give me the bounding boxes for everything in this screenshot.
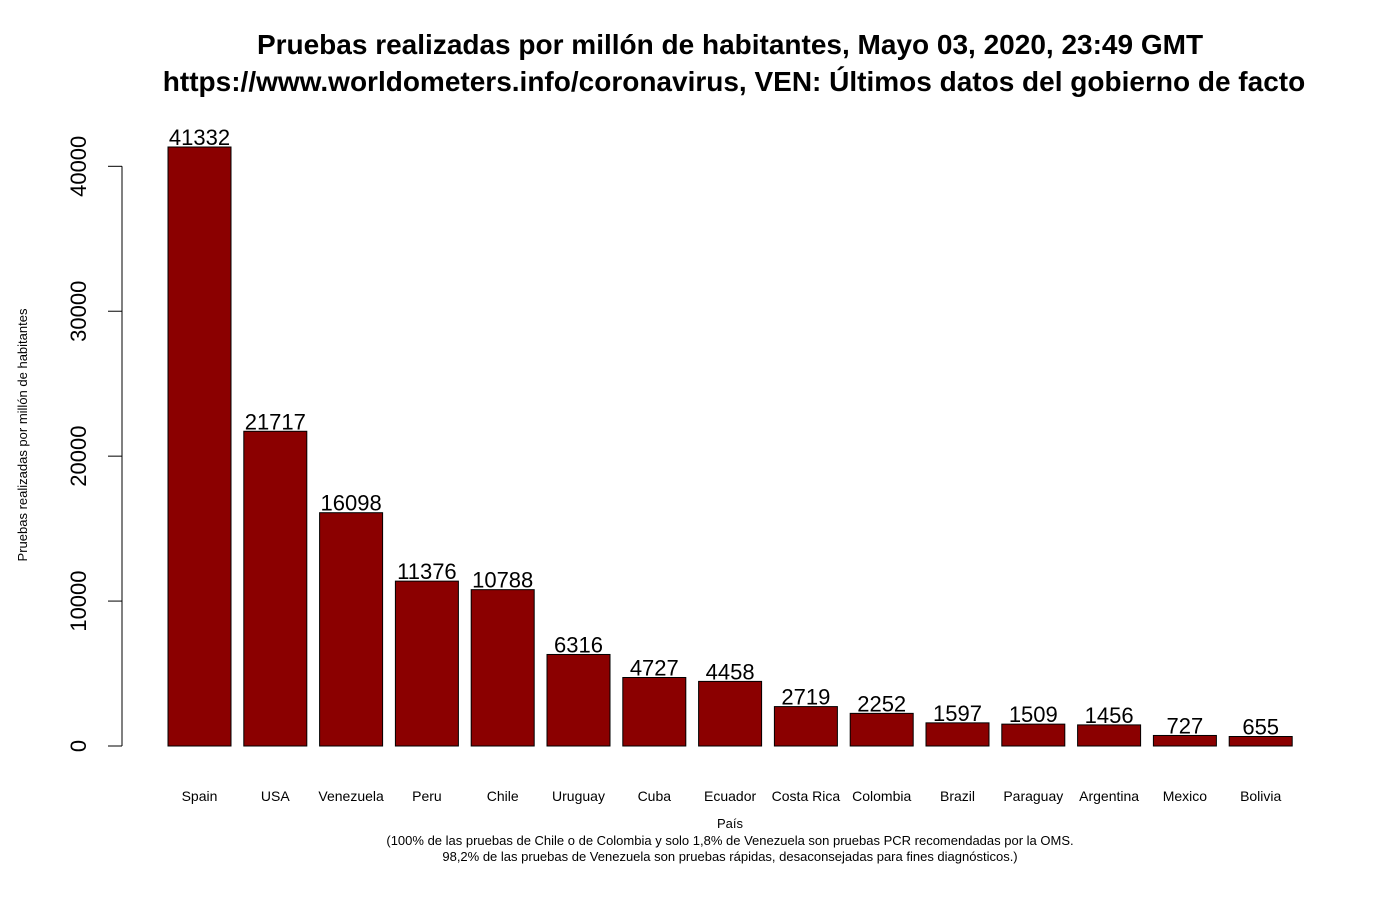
category-label-brazil: Brazil (940, 788, 975, 804)
category-label-ecuador: Ecuador (704, 788, 756, 804)
category-label-costa-rica: Costa Rica (772, 788, 841, 804)
footnote-line-1: (100% de las pruebas de Chile o de Colom… (386, 833, 1073, 848)
value-label-paraguay: 1509 (1009, 702, 1058, 727)
bar-spain (167, 146, 232, 747)
y-tick-label-10000: 10000 (66, 570, 91, 631)
bars (167, 146, 1293, 747)
bar-argentina (1077, 724, 1142, 747)
value-label-ecuador: 4458 (706, 659, 755, 684)
bar-brazil (925, 722, 990, 747)
bar-colombia (849, 712, 914, 747)
y-tick-label-20000: 20000 (66, 426, 91, 487)
bar-paraguay (1001, 723, 1066, 747)
bar-bolivia (1228, 736, 1293, 747)
bar-usa (243, 430, 308, 747)
category-label-spain: Spain (182, 788, 218, 804)
bar-cuba (622, 676, 687, 747)
value-label-spain: 41332 (169, 125, 230, 150)
category-label-paraguay: Paraguay (1003, 788, 1063, 804)
bar-venezuela (319, 512, 384, 747)
category-label-colombia: Colombia (852, 788, 911, 804)
y-tick-label-30000: 30000 (66, 281, 91, 342)
y-tick-label-40000: 40000 (66, 136, 91, 197)
value-label-mexico: 727 (1167, 713, 1204, 738)
footnote-line-2: 98,2% de las pruebas de Venezuela son pr… (442, 849, 1017, 864)
chart-subtitle: https://www.worldometers.info/coronaviru… (163, 66, 1305, 97)
y-tick-label-0: 0 (66, 740, 91, 752)
bar-costa-rica (773, 706, 838, 747)
bar-peru (394, 580, 459, 747)
value-label-argentina: 1456 (1085, 703, 1134, 728)
category-label-peru: Peru (412, 788, 442, 804)
category-label-usa: USA (261, 788, 290, 804)
category-label-cuba: Cuba (638, 788, 672, 804)
y-axis: 0 10000 20000 30000 40000 (66, 136, 123, 752)
category-label-mexico: Mexico (1163, 788, 1208, 804)
value-label-chile: 10788 (472, 568, 533, 593)
value-label-brazil: 1597 (933, 701, 982, 726)
value-label-usa: 21717 (245, 409, 306, 434)
value-labels: 41332 21717 16098 11376 10788 6316 4727 4458 271… (169, 125, 1279, 740)
category-label-bolivia: Bolivia (1240, 788, 1281, 804)
value-label-colombia: 2252 (857, 691, 906, 716)
category-label-chile: Chile (487, 788, 519, 804)
bar-mexico (1152, 734, 1217, 747)
category-label-argentina: Argentina (1079, 788, 1139, 804)
y-axis-label: Pruebas realizadas por millón de habitan… (15, 308, 30, 561)
value-label-uruguay: 6316 (554, 632, 603, 657)
value-label-bolivia: 655 (1242, 715, 1279, 740)
value-label-peru: 11376 (397, 559, 457, 584)
bar-uruguay (546, 653, 611, 747)
value-label-cuba: 4727 (630, 655, 679, 680)
bar-ecuador (698, 680, 763, 747)
chart-title: Pruebas realizadas por millón de habitan… (257, 29, 1203, 60)
value-label-costa-rica: 2719 (781, 685, 830, 710)
x-axis-label: País (717, 816, 744, 831)
value-label-venezuela: 16098 (321, 491, 382, 516)
category-label-venezuela: Venezuela (318, 788, 384, 804)
bar-chile (470, 589, 535, 747)
category-label-uruguay: Uruguay (552, 788, 605, 804)
category-labels: Spain USA Venezuela Peru Chile Uruguay Cuba Ecu… (182, 788, 1282, 804)
